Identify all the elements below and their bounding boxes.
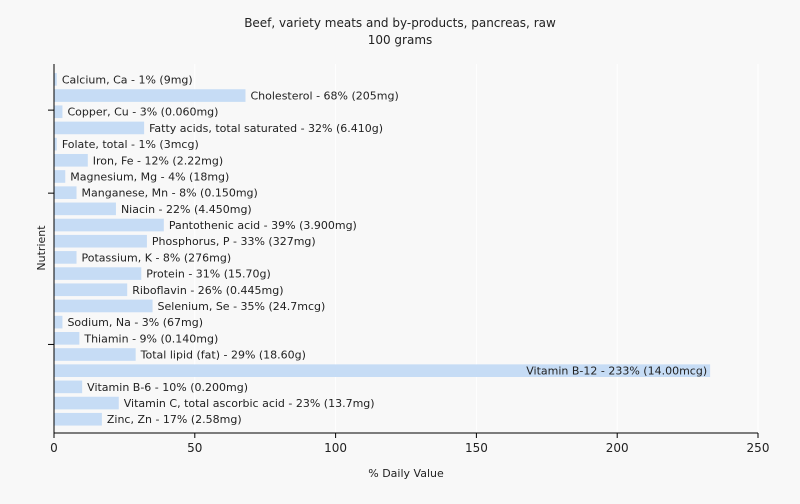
bar-label: Phosphorus, P - 33% (327mg) [152, 235, 316, 248]
bar-label: Sodium, Na - 3% (67mg) [67, 316, 203, 329]
bar [54, 186, 77, 199]
bar-label: Niacin - 22% (4.450mg) [121, 203, 252, 216]
axes: 0 50 100 150 200 250 [48, 64, 769, 455]
bar-label: Calcium, Ca - 1% (9mg) [62, 73, 193, 86]
bar [54, 412, 102, 426]
bar-label: Vitamin C, total ascorbic acid - 23% (13… [124, 397, 375, 410]
bar [54, 89, 246, 102]
x-tick-label: 50 [187, 441, 202, 455]
bar [54, 332, 80, 345]
bar-label: Fatty acids, total saturated - 32% (6.41… [149, 122, 383, 135]
bar [54, 396, 119, 410]
bar [54, 218, 164, 232]
bar [54, 299, 153, 313]
bar-label: Folate, total - 1% (3mcg) [62, 138, 199, 151]
chart-subtitle: 100 grams [368, 33, 433, 47]
bar-label: Thiamin - 9% (0.140mg) [83, 332, 218, 345]
bar [54, 315, 63, 329]
x-tick-label: 150 [465, 441, 488, 455]
bar-label: Iron, Fe - 12% (2.22mg) [93, 154, 223, 167]
bar-label: Potassium, K - 8% (276mg) [82, 251, 232, 264]
bar-label: Total lipid (fat) - 29% (18.60g) [140, 349, 306, 362]
bar-label: Zinc, Zn - 17% (2.58mg) [107, 413, 242, 426]
bar [54, 73, 57, 86]
bar-label: Selenium, Se - 35% (24.7mcg) [158, 300, 326, 313]
bar [54, 380, 83, 394]
x-tick-label: 200 [606, 441, 629, 455]
bar [54, 267, 142, 280]
bar [54, 234, 147, 248]
bar-label: Vitamin B-6 - 10% (0.200mg) [87, 381, 248, 394]
bar-label: Manganese, Mn - 8% (0.150mg) [82, 187, 258, 200]
bar-label: Protein - 31% (15.70g) [146, 268, 271, 281]
bars: Calcium, Ca - 1% (9mg) Cholesterol - 68% … [54, 73, 711, 426]
chart-title: Beef, variety meats and by-products, pan… [244, 16, 556, 30]
bar-label: Cholesterol - 68% (205mg) [250, 90, 398, 103]
x-tick-label: 250 [747, 441, 770, 455]
bar [54, 153, 88, 167]
y-axis-label: Nutrient [35, 225, 48, 271]
bar [54, 364, 711, 378]
x-tick-label: 0 [50, 441, 58, 455]
bar [54, 137, 57, 151]
bar [54, 170, 66, 183]
bar-label: Riboflavin - 26% (0.445mg) [132, 284, 283, 297]
x-tick-label: 100 [324, 441, 347, 455]
bar-label: Vitamin B-12 - 233% (14.00mcg) [526, 365, 707, 378]
bar-label: Pantothenic acid - 39% (3.900mg) [169, 219, 357, 232]
bar [54, 105, 63, 119]
bar-label: Magnesium, Mg - 4% (18mg) [70, 170, 229, 183]
bar-label: Copper, Cu - 3% (0.060mg) [67, 106, 218, 119]
bar [54, 348, 136, 361]
bar [54, 283, 128, 297]
x-axis-label: % Daily Value [368, 467, 444, 480]
bar [54, 202, 116, 216]
bar [54, 121, 145, 135]
bar [54, 251, 77, 264]
